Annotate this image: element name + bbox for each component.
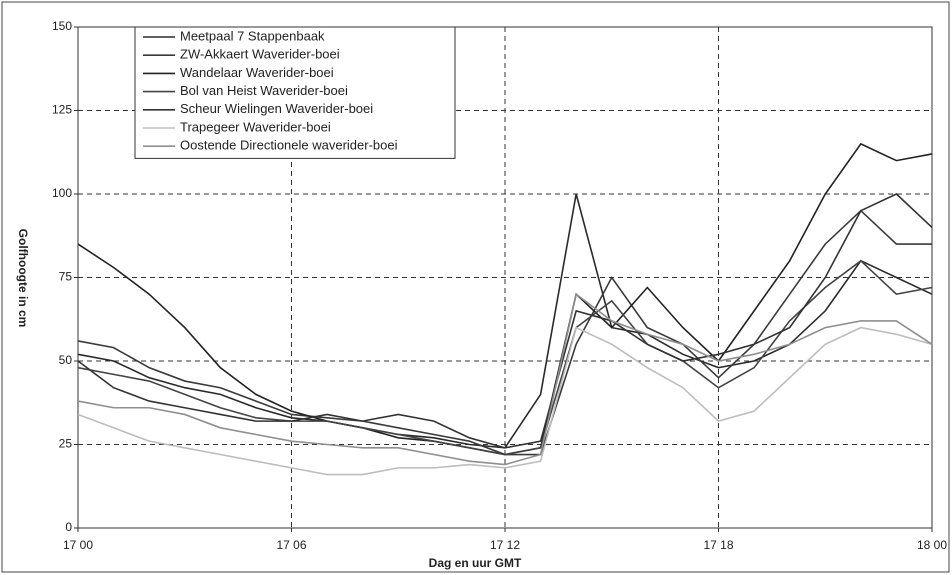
y-tick-label: 25 [59,437,73,451]
y-tick-label: 50 [59,353,73,367]
series-line [77,193,933,449]
legend-label: Bol van Heist Waverider-boei [180,83,348,98]
y-tick-label: 125 [52,103,72,117]
legend [134,26,456,159]
legend-label: Trapegeer Waverider-boei [180,119,331,134]
x-tick-label: 17 18 [703,538,733,552]
x-tick-label: 17 06 [276,538,306,552]
legend-label: Meetpaal 7 Stappenbaak [180,28,325,43]
legend-label: ZW-Akkaert Waverider-boei [180,47,340,62]
y-axis-label: Golfhoogte in cm [16,229,30,328]
y-tick-label: 0 [65,520,72,534]
y-tick-label: 150 [52,19,72,33]
x-axis-label: Dag en uur GMT [429,556,522,570]
legend-label: Wandelaar Waverider-boei [180,65,334,80]
series-line [77,259,933,456]
x-tick-label: 17 00 [63,538,93,552]
series-line [77,326,933,476]
legend-label: Oostende Directionele waverider-boei [180,138,398,153]
x-tick-label: 17 12 [490,538,520,552]
y-tick-label: 100 [52,186,72,200]
series-line [77,292,933,466]
legend-label: Scheur Wielingen Waverider-boei [180,101,373,116]
y-tick-label: 75 [59,270,73,284]
x-tick-label: 18 00 [917,538,947,552]
